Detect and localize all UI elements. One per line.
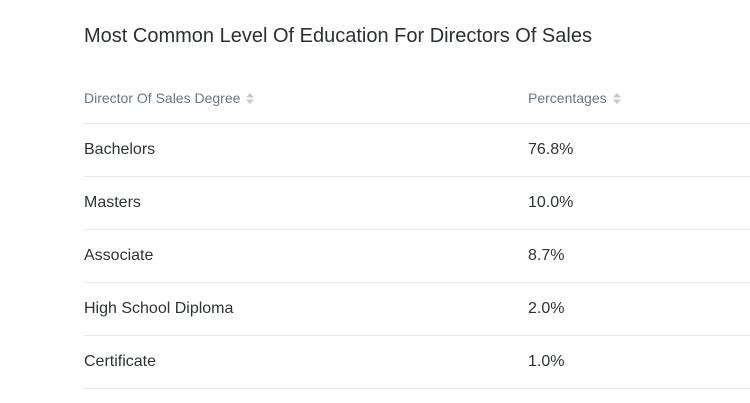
degree-cell: Bachelors — [84, 141, 156, 158]
row-divider — [84, 282, 750, 283]
sort-icon[interactable] — [612, 92, 621, 104]
percentage-cell: 8.7% — [528, 247, 565, 264]
degree-cell: Certificate — [84, 353, 157, 370]
column-header[interactable]: Director Of Sales Degree — [84, 88, 255, 108]
sort-arrow — [612, 92, 621, 97]
percentage-cell: 1.0% — [528, 353, 565, 370]
row-divider — [84, 176, 750, 177]
sort-arrow — [246, 99, 255, 104]
header-label: Percentages — [528, 90, 607, 106]
row-divider — [84, 335, 750, 336]
row-divider — [84, 388, 750, 389]
column-header[interactable]: Percentages — [528, 88, 621, 108]
header-label: Director Of Sales Degree — [84, 90, 241, 106]
degree-cell: High School Diploma — [84, 300, 234, 317]
percentage-cell: 76.8% — [528, 141, 574, 158]
sort-arrow — [612, 99, 621, 104]
sort-arrow — [246, 92, 255, 97]
percentage-cell: 10.0% — [528, 194, 574, 211]
percentage-cell: 2.0% — [528, 300, 565, 317]
sort-icon[interactable] — [246, 92, 255, 104]
row-divider — [84, 229, 750, 230]
degree-cell: Masters — [84, 194, 141, 211]
row-divider — [84, 123, 750, 124]
table-title: Most Common Level Of Education For Direc… — [84, 25, 592, 47]
degree-cell: Associate — [84, 247, 154, 264]
